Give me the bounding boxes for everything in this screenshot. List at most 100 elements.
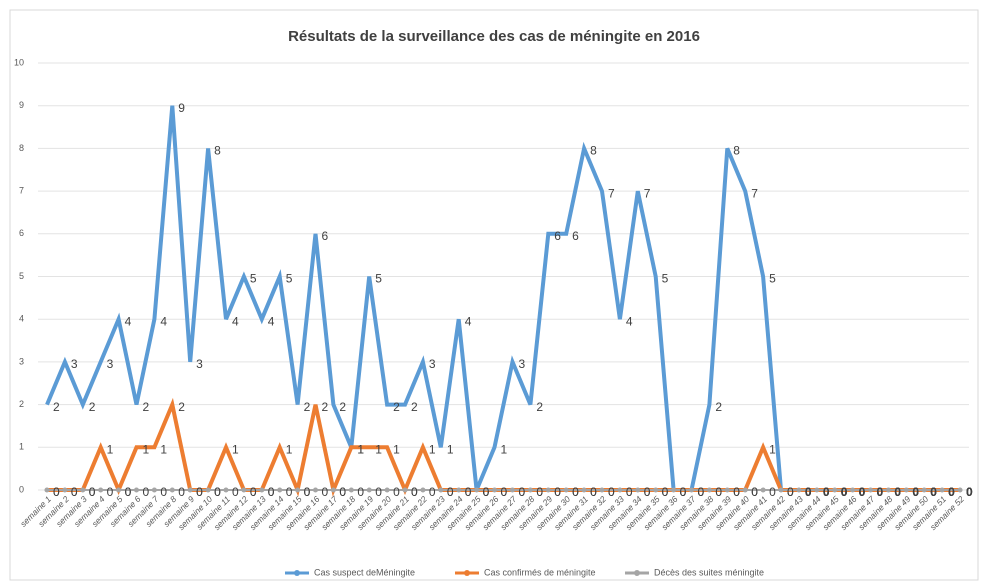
data-label: 0 [465, 485, 472, 499]
data-label: 0 [411, 485, 418, 499]
data-label: 0 [250, 485, 257, 499]
legend-label: Cas suspect deMéningite [314, 567, 415, 577]
data-label: 9 [178, 101, 185, 115]
data-label: 0 [662, 485, 669, 499]
data-label: 0 [518, 485, 525, 499]
data-label: 0 [572, 485, 579, 499]
data-label: 0 [483, 485, 490, 499]
data-label: 0 [339, 485, 346, 499]
data-label: 0 [841, 485, 848, 499]
data-label: 1 [375, 442, 382, 456]
data-label: 0 [375, 485, 382, 499]
data-label: 1 [160, 442, 167, 456]
data-label: 0 [214, 485, 221, 499]
point [366, 487, 372, 493]
data-label: 0 [125, 485, 132, 499]
data-label: 0 [894, 485, 901, 499]
data-label: 2 [178, 400, 185, 414]
data-label: 0 [751, 485, 758, 499]
data-label: 2 [304, 400, 311, 414]
point [778, 487, 784, 493]
data-label: 0 [751, 485, 758, 499]
data-label: 0 [966, 485, 973, 499]
point [509, 487, 515, 493]
data-label: 0 [214, 485, 221, 499]
data-label: 0 [304, 485, 311, 499]
data-label: 0 [142, 485, 149, 499]
data-label: 1 [429, 442, 436, 456]
point [384, 487, 390, 493]
data-label: 0 [626, 485, 633, 499]
data-label: 0 [823, 485, 830, 499]
data-label: 0 [447, 485, 454, 499]
data-label: 0 [841, 485, 848, 499]
data-label: 0 [787, 485, 794, 499]
data-label: 0 [572, 485, 579, 499]
data-label: 3 [71, 357, 78, 371]
point [205, 487, 211, 493]
point [98, 487, 104, 493]
data-label: 0 [894, 485, 901, 499]
data-label: 0 [268, 485, 275, 499]
point [903, 487, 909, 493]
data-label: 0 [715, 485, 722, 499]
point [527, 487, 533, 493]
data-label: 1 [357, 442, 364, 456]
data-label: 0 [912, 485, 919, 499]
point [295, 487, 301, 493]
y-tick-label: 5 [19, 271, 24, 281]
point [724, 487, 730, 493]
data-label: 0 [769, 485, 776, 499]
data-label: 0 [948, 485, 955, 499]
data-label: 0 [912, 485, 919, 499]
data-label: 0 [53, 485, 60, 499]
y-tick-label: 3 [19, 356, 24, 366]
data-label: 0 [662, 485, 669, 499]
data-label: 0 [930, 485, 937, 499]
data-label: 0 [680, 485, 687, 499]
data-label: 0 [644, 485, 651, 499]
data-label: 4 [268, 314, 275, 328]
data-label: 0 [501, 485, 508, 499]
point [760, 487, 766, 493]
data-label: 0 [322, 485, 329, 499]
point [151, 487, 157, 493]
data-label: 6 [322, 229, 329, 243]
point [599, 487, 605, 493]
data-label: 0 [787, 485, 794, 499]
chart-title: Résultats de la surveillance des cas de … [288, 28, 700, 45]
data-label: 3 [196, 357, 203, 371]
point [223, 487, 229, 493]
point [653, 487, 659, 493]
point [133, 487, 139, 493]
data-label: 0 [894, 485, 901, 499]
point [330, 487, 336, 493]
data-label: 0 [196, 485, 203, 499]
data-label: 0 [536, 485, 543, 499]
point [545, 487, 551, 493]
point [688, 487, 694, 493]
data-label: 4 [160, 314, 167, 328]
data-label: 2 [393, 400, 400, 414]
data-label: 0 [590, 485, 597, 499]
data-label: 4 [232, 314, 239, 328]
legend-swatch-dot [464, 570, 470, 576]
data-label: 0 [877, 485, 884, 499]
data-label: 0 [107, 485, 114, 499]
data-label: 0 [966, 485, 973, 499]
data-label: 4 [465, 314, 472, 328]
data-label: 0 [89, 485, 96, 499]
point [868, 487, 874, 493]
data-label: 7 [608, 186, 615, 200]
data-label: 2 [322, 400, 329, 414]
data-label: 0 [178, 485, 185, 499]
data-label: 0 [697, 485, 704, 499]
data-label: 0 [859, 485, 866, 499]
point [796, 487, 802, 493]
data-label: 0 [304, 485, 311, 499]
data-label: 5 [662, 272, 669, 286]
data-label: 0 [912, 485, 919, 499]
point [241, 487, 247, 493]
point [850, 487, 856, 493]
data-label: 0 [608, 485, 615, 499]
